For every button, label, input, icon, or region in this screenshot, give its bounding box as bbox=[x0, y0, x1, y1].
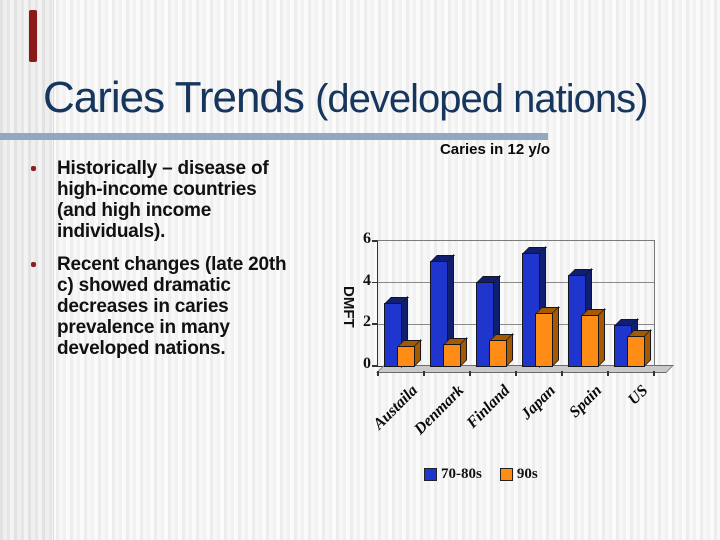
x-axis-tick bbox=[515, 371, 517, 376]
bar-70-80s-Denmark bbox=[430, 260, 448, 367]
category-label-US: US bbox=[624, 382, 652, 409]
bar-90s-Austaila bbox=[397, 346, 415, 367]
bar-90s-US bbox=[627, 335, 645, 367]
page-title-main: Caries Trends bbox=[43, 73, 316, 122]
gridline-4 bbox=[378, 282, 654, 284]
category-label-Spain: Spain bbox=[565, 382, 606, 422]
bullet-text: Recent changes (late 20th c) showed dram… bbox=[57, 254, 287, 359]
title-underline-rule bbox=[0, 133, 548, 140]
legend-swatch-90s bbox=[499, 468, 513, 481]
category-label-Denmark: Denmark bbox=[410, 382, 468, 439]
y-axis-tick bbox=[372, 365, 377, 367]
y-axis-tick bbox=[372, 240, 377, 242]
y-axis-tick bbox=[372, 323, 377, 325]
accent-bar bbox=[29, 10, 37, 62]
bullet-marker bbox=[31, 262, 36, 267]
x-axis-tick bbox=[561, 371, 563, 376]
gridline-2 bbox=[378, 323, 654, 325]
legend-entry: 70-80s bbox=[424, 466, 482, 483]
bar-90s-Spain bbox=[581, 315, 599, 367]
x-axis-tick bbox=[423, 371, 425, 376]
bar-90s-Japan bbox=[535, 312, 553, 367]
left-column-stripe bbox=[0, 0, 54, 540]
chart-title: Caries in 12 y/o bbox=[439, 141, 551, 158]
legend-label: 70-80s bbox=[441, 466, 482, 482]
x-axis-tick bbox=[377, 371, 379, 376]
category-label-Finland: Finland bbox=[463, 382, 514, 432]
bullet-text: Historically – disease of high-income co… bbox=[57, 158, 269, 242]
category-label-Japan: Japan bbox=[518, 382, 560, 423]
bar-90s-Finland bbox=[489, 340, 507, 367]
legend-entry: 90s bbox=[499, 466, 538, 483]
y-tick-label-0: 0 bbox=[363, 355, 371, 372]
legend-label: 90s bbox=[516, 466, 538, 482]
chart-legend: 70-80s 90s bbox=[424, 466, 538, 483]
bullet-item: Historically – disease of high-income co… bbox=[28, 158, 287, 242]
y-axis-tick bbox=[372, 281, 377, 284]
bullet-list: Historically – disease of high-income co… bbox=[28, 158, 287, 371]
bullet-marker bbox=[31, 166, 36, 171]
bar-90s-Denmark bbox=[443, 344, 461, 367]
y-axis-title: DMFT bbox=[340, 286, 357, 328]
bullet-item: Recent changes (late 20th c) showed dram… bbox=[28, 254, 287, 359]
page-title-paren: (developed nations) bbox=[315, 77, 648, 121]
legend-swatch-70-80s bbox=[424, 468, 437, 481]
bar-chart: Caries in 12 y/o DMFT 70-80s 90s 0 2 4 6 Aus… bbox=[340, 138, 695, 500]
x-axis-tick bbox=[607, 371, 609, 376]
y-tick-label-6: 6 bbox=[363, 230, 371, 247]
y-tick-label-4: 4 bbox=[363, 271, 371, 289]
x-axis-tick bbox=[469, 371, 471, 376]
x-axis-tick bbox=[653, 371, 655, 376]
page-title: Caries Trends (developed nations) bbox=[43, 73, 648, 122]
y-tick-label-2: 2 bbox=[363, 313, 371, 331]
